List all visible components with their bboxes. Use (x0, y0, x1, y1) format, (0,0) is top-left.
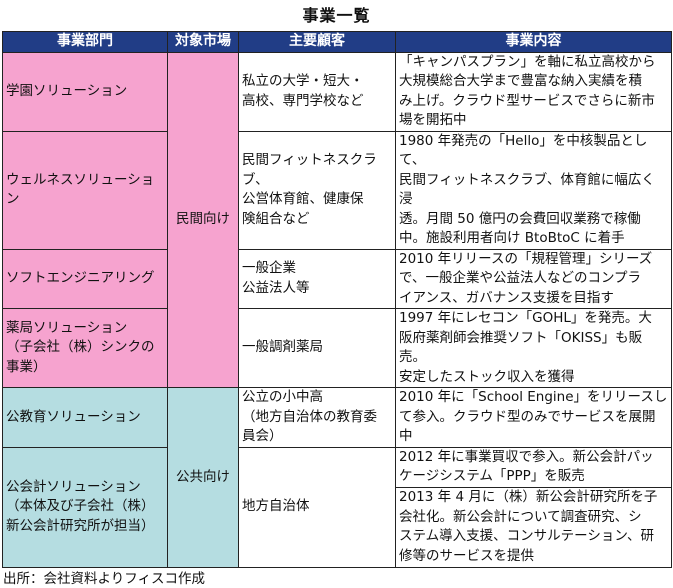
customer-cell: 私立の大学・短大・ 高校、専門学校など (238, 51, 396, 132)
customer-cell: 一般企業 公益法人等 (238, 248, 396, 309)
division-cell: ソフトエンジニアリング (2, 248, 168, 309)
content-cell: 1997 年にレセコン「GOHL」を発売。大 阪府薬剤師会推奨ソフト「OKISS… (395, 308, 672, 388)
source-note: 出所：会社資料よりフィスコ作成 (3, 570, 205, 587)
header-market: 対象市場 (167, 31, 239, 53)
table-row: ソフトエンジニアリング 一般企業 公益法人等 2010 年リリースの「規程管理」… (2, 248, 672, 309)
customer-cell: 民間フィットネスクラブ、 公営体育館、健康保 険組合など (238, 130, 396, 250)
market-cell-private: 民間向け (167, 51, 239, 388)
division-cell: ウェルネスソリューション (2, 130, 168, 250)
header-division: 事業部門 (2, 31, 168, 53)
division-cell: 学園ソリューション (2, 51, 168, 132)
customer-cell: 一般調剤薬局 (238, 308, 396, 388)
page-title: 事業一覧 (302, 6, 371, 25)
content-cell: 1980 年発売の「Hello」を中核製品として、 民間フィットネスクラブ、体育… (395, 130, 672, 250)
market-cell-public: 公共向け (167, 387, 239, 568)
content-cell: 2010 年に「School Engine」をリリースし て参入。クラウド型のみ… (395, 387, 672, 448)
customer-cell: 地方自治体 (238, 446, 396, 568)
customer-cell: 公立の小中高 （地方自治体の教育委 員会） (238, 387, 396, 448)
header-customer: 主要顧客 (238, 31, 396, 53)
division-cell: 公教育ソリューション (2, 387, 168, 448)
table-row: ウェルネスソリューション 民間フィットネスクラブ、 公営体育館、健康保 険組合な… (2, 130, 672, 250)
division-cell: 公会計ソリューション （本体及び子会社（株） 新公会計研究所が担当） (2, 446, 168, 568)
table-row: 薬局ソリューション （子会社（株）シンクの 事業） 一般調剤薬局 1997 年に… (2, 308, 672, 388)
table-row: 公会計ソリューション （本体及び子会社（株） 新公会計研究所が担当） 地方自治体… (2, 446, 672, 568)
content-cell: 2012 年に事業買収で参入。新公会計パッ ケージシステム「PPP」を販売 (395, 446, 672, 488)
division-cell: 薬局ソリューション （子会社（株）シンクの 事業） (2, 308, 168, 388)
header-content: 事業内容 (395, 31, 672, 53)
content-cell: 2013 年 4 月に（株）新公会計研究所を子 会社化。新公会計について調査研究… (395, 486, 672, 568)
business-table: 事業部門 対象市場 主要顧客 事業内容 学園ソリューション 民間向け 私立の大学… (2, 31, 672, 568)
content-cell: 2010 年リリースの「規程管理」シリーズ で、一般企業や公益法人などのコンプラ… (395, 248, 672, 309)
table-row: 公教育ソリューション 公共向け 公立の小中高 （地方自治体の教育委 員会） 20… (2, 387, 672, 568)
table-header-row: 事業部門 対象市場 主要顧客 事業内容 (2, 31, 672, 53)
table-row: 学園ソリューション 民間向け 私立の大学・短大・ 高校、専門学校など 「キャンパ… (2, 51, 672, 388)
content-cell: 「キャンパスプラン」を軸に私立高校から 大規模総合大学まで豊富な納入実績を積 み… (395, 51, 672, 132)
